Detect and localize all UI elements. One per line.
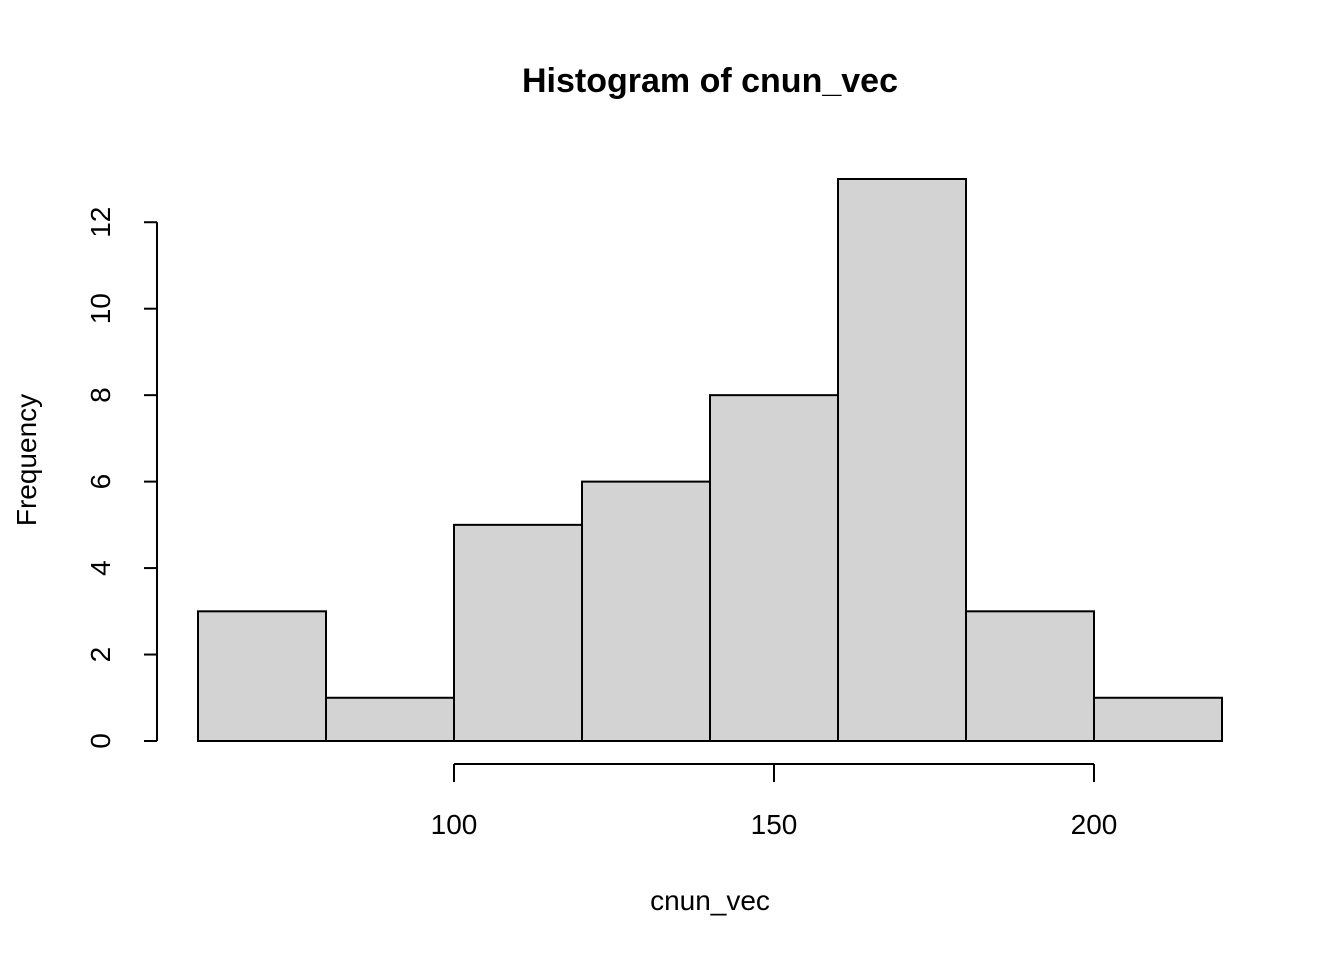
y-tick-label-8: 8 bbox=[85, 387, 116, 403]
chart-title: Histogram of cnun_vec bbox=[522, 62, 898, 100]
y-axis-label: Frequency bbox=[11, 394, 42, 526]
histogram-bar-1 bbox=[197, 610, 327, 742]
histogram-bar-4 bbox=[581, 480, 711, 742]
x-tick-label-200: 200 bbox=[1071, 809, 1118, 840]
y-axis: 0 2 4 6 8 10 12 bbox=[85, 207, 158, 749]
y-tick-label-4: 4 bbox=[85, 560, 116, 576]
y-tick-label-2: 2 bbox=[85, 647, 116, 663]
x-tick-label-150: 150 bbox=[751, 809, 798, 840]
x-axis: 100 150 200 bbox=[431, 763, 1118, 840]
x-tick-label-100: 100 bbox=[431, 809, 478, 840]
y-tick-label-6: 6 bbox=[85, 474, 116, 490]
histogram-bar-2 bbox=[325, 696, 455, 742]
y-tick-label-10: 10 bbox=[85, 293, 116, 324]
histogram-bar-7 bbox=[965, 610, 1095, 742]
histogram-bar-5 bbox=[709, 394, 839, 742]
histogram-bar-6 bbox=[837, 178, 967, 742]
bars-group bbox=[197, 178, 1223, 742]
histogram-bar-3 bbox=[453, 523, 583, 742]
y-tick-label-12: 12 bbox=[85, 207, 116, 238]
x-axis-label: cnun_vec bbox=[650, 885, 770, 916]
histogram-bar-8 bbox=[1093, 696, 1223, 742]
y-tick-label-0: 0 bbox=[85, 733, 116, 749]
